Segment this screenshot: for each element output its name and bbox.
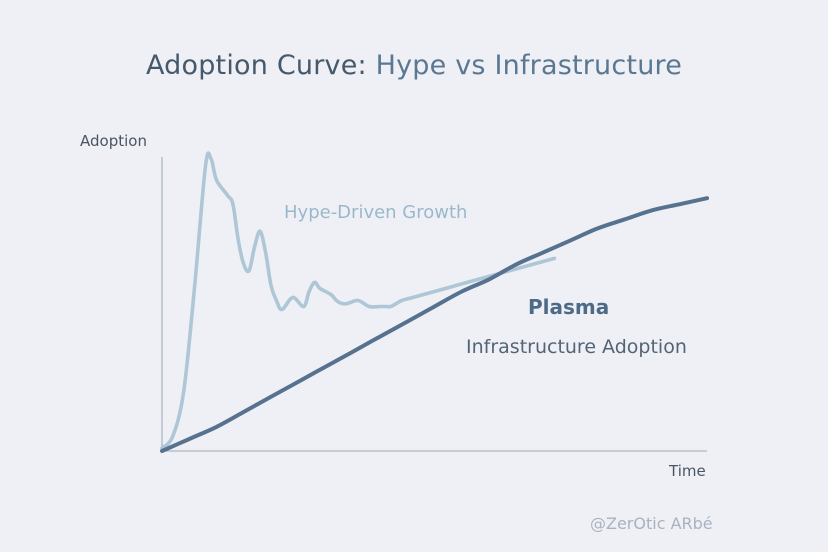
chart-axes: Adoption Time [80,132,707,480]
hype-series-label: Hype-Driven Growth [284,202,467,223]
chart-title-sub: Hype vs Infrastructure [375,50,683,81]
hype-growth-line [160,151,557,450]
chart-labels: Hype-Driven Growth Plasma Infrastructure A… [284,202,687,358]
watermark: @ZerOtic ARbé [590,514,713,533]
chart-series [160,151,709,453]
chart-title: Adoption Curve: Hype vs Infrastructure [0,50,828,81]
chart-title-main: Adoption Curve [145,50,358,81]
infrastructure-series-title: Plasma [528,295,609,319]
chart-title-separator: : [357,50,376,81]
x-axis-label: Time [668,462,706,480]
infrastructure-adoption-line [160,196,709,453]
infrastructure-series-label: Infrastructure Adoption [466,336,687,358]
y-axis-label: Adoption [80,132,147,150]
